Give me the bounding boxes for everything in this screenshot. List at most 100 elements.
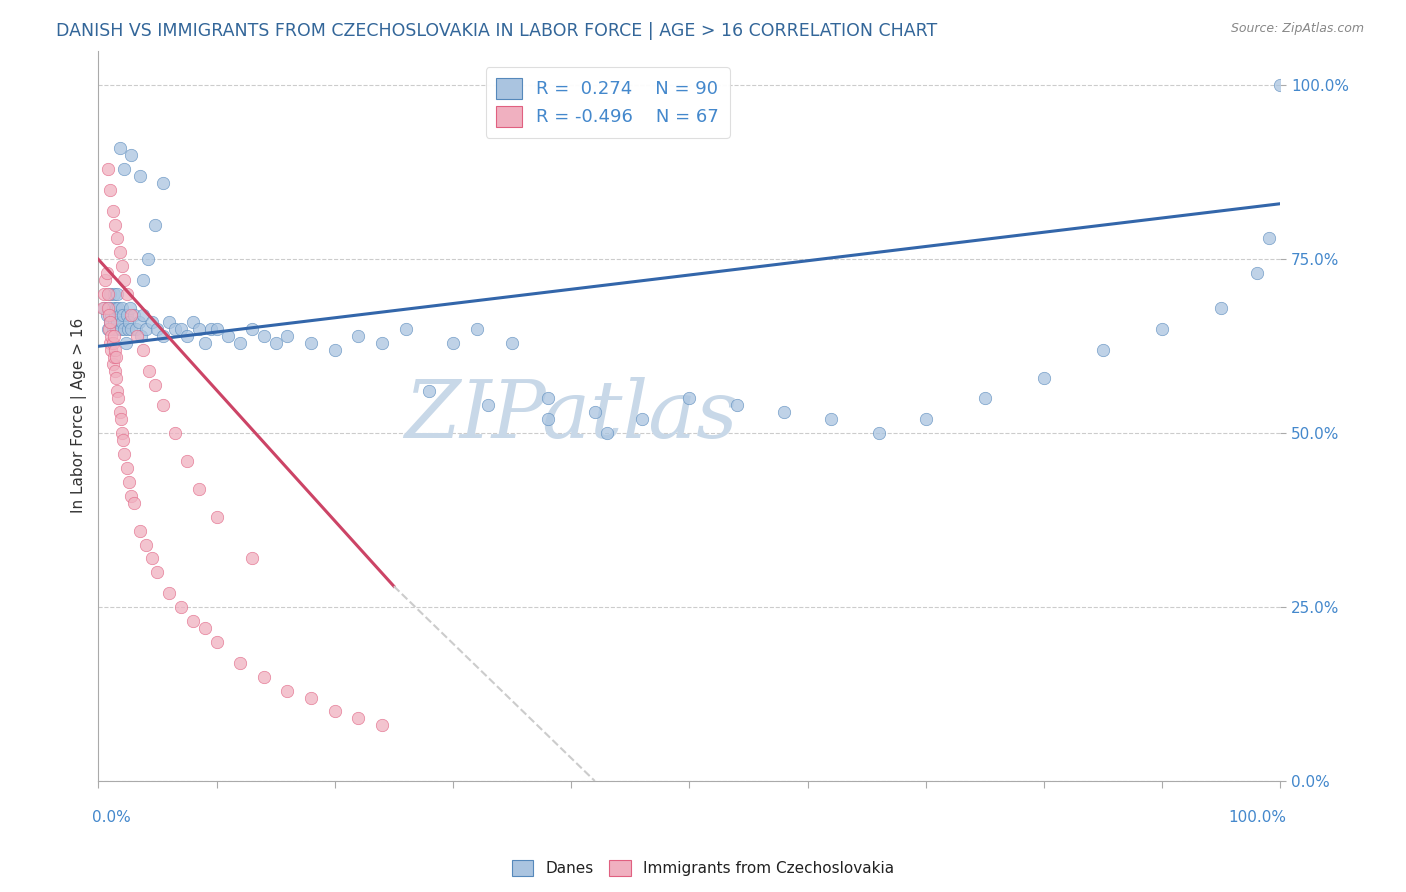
Y-axis label: In Labor Force | Age > 16: In Labor Force | Age > 16 xyxy=(72,318,87,514)
Point xyxy=(108,308,131,322)
Point xyxy=(96,266,118,280)
Point xyxy=(205,509,228,524)
Point xyxy=(104,343,127,357)
Point xyxy=(91,301,114,315)
Point xyxy=(347,711,370,725)
Point xyxy=(112,447,135,461)
Point xyxy=(253,670,276,684)
Point xyxy=(973,392,995,406)
Point xyxy=(1246,266,1268,280)
Point xyxy=(117,322,139,336)
Point xyxy=(115,461,138,475)
Point xyxy=(205,322,228,336)
Point xyxy=(101,357,124,371)
Point xyxy=(112,273,135,287)
Point xyxy=(187,322,209,336)
Point xyxy=(105,301,128,315)
Point xyxy=(323,705,346,719)
Point xyxy=(100,343,122,357)
Point xyxy=(107,301,129,315)
Point xyxy=(122,496,145,510)
Point xyxy=(105,287,128,301)
Point xyxy=(100,308,122,322)
Point xyxy=(120,148,142,162)
Point xyxy=(114,335,136,350)
Point xyxy=(395,322,418,336)
Point xyxy=(157,315,180,329)
Point xyxy=(103,350,125,364)
Point xyxy=(465,322,488,336)
Point xyxy=(103,287,125,301)
Point xyxy=(128,315,150,329)
Point xyxy=(120,322,142,336)
Point xyxy=(187,482,209,496)
Point xyxy=(104,364,127,378)
Text: 100.0%: 100.0% xyxy=(1229,810,1286,825)
Point xyxy=(132,273,155,287)
Point xyxy=(143,218,166,232)
Point xyxy=(176,454,198,468)
Point xyxy=(194,335,217,350)
Point xyxy=(98,315,121,329)
Point xyxy=(152,329,174,343)
Point xyxy=(112,433,135,447)
Point xyxy=(264,335,287,350)
Point xyxy=(93,301,115,315)
Point xyxy=(98,335,121,350)
Point xyxy=(170,322,193,336)
Point xyxy=(240,551,263,566)
Point xyxy=(127,329,149,343)
Point xyxy=(108,405,131,419)
Point xyxy=(125,322,148,336)
Point xyxy=(120,301,142,315)
Point xyxy=(129,329,152,343)
Point xyxy=(205,635,228,649)
Point xyxy=(112,308,135,322)
Point xyxy=(132,343,155,357)
Text: ZIPatlas: ZIPatlas xyxy=(405,377,738,455)
Point xyxy=(1211,301,1233,315)
Point xyxy=(128,169,150,183)
Point xyxy=(773,405,796,419)
Point xyxy=(128,524,150,538)
Point xyxy=(93,287,115,301)
Point xyxy=(477,398,499,412)
Point xyxy=(1270,78,1292,93)
Point xyxy=(536,392,558,406)
Point xyxy=(120,489,142,503)
Point xyxy=(194,621,217,635)
Point xyxy=(181,614,204,628)
Point xyxy=(103,329,125,343)
Point xyxy=(595,426,617,441)
Point xyxy=(104,218,127,232)
Point xyxy=(146,322,169,336)
Point xyxy=(111,426,134,441)
Point xyxy=(105,231,128,245)
Point xyxy=(914,412,936,426)
Point xyxy=(97,322,120,336)
Point xyxy=(98,322,121,336)
Point xyxy=(136,252,159,267)
Point xyxy=(105,350,128,364)
Point xyxy=(347,329,370,343)
Point xyxy=(115,308,138,322)
Point xyxy=(1257,231,1279,245)
Text: 0.0%: 0.0% xyxy=(93,810,131,825)
Point xyxy=(97,161,120,176)
Text: DANISH VS IMMIGRANTS FROM CZECHOSLOVAKIA IN LABOR FORCE | AGE > 16 CORRELATION C: DANISH VS IMMIGRANTS FROM CZECHOSLOVAKIA… xyxy=(56,22,938,40)
Point xyxy=(103,315,125,329)
Point xyxy=(132,308,155,322)
Point xyxy=(1152,322,1174,336)
Point xyxy=(152,176,174,190)
Point xyxy=(152,398,174,412)
Point xyxy=(157,586,180,600)
Point xyxy=(98,308,121,322)
Point xyxy=(108,245,131,260)
Point xyxy=(111,301,134,315)
Point xyxy=(111,260,134,274)
Point xyxy=(181,315,204,329)
Point xyxy=(115,287,138,301)
Point xyxy=(141,315,163,329)
Point xyxy=(583,405,606,419)
Point xyxy=(146,566,169,580)
